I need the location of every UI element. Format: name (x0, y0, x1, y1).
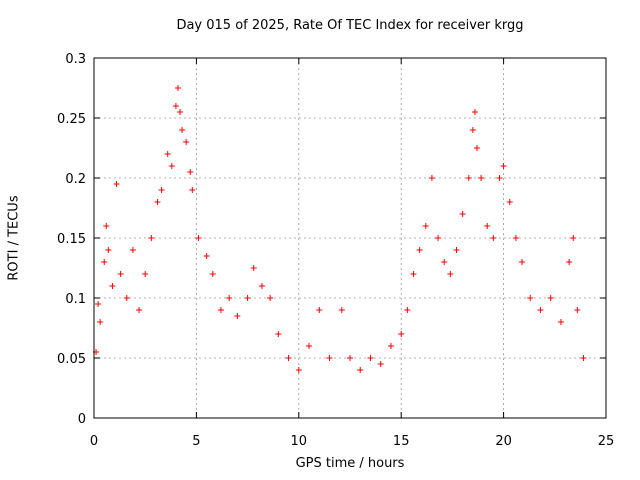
data-point (484, 223, 491, 229)
data-point (183, 139, 190, 145)
data-point (158, 187, 165, 193)
data-point (506, 199, 513, 205)
data-point (537, 307, 544, 313)
data-point (478, 175, 485, 181)
data-point (217, 307, 224, 313)
y-tick-label: 0.2 (65, 172, 86, 187)
y-tick-label: 0 (78, 412, 86, 427)
data-point (441, 259, 448, 265)
data-point (471, 109, 478, 115)
data-point (250, 265, 257, 271)
data-point (187, 169, 194, 175)
grid-lines (94, 58, 606, 418)
data-point (422, 223, 429, 229)
data-point (316, 307, 323, 313)
data-point (469, 127, 476, 133)
data-point (285, 355, 292, 361)
data-point (428, 175, 435, 181)
y-tick-label: 0.05 (57, 352, 86, 367)
data-point (105, 247, 112, 253)
y-tick-label: 0.3 (65, 52, 86, 67)
data-point (580, 355, 587, 361)
data-point (203, 253, 210, 259)
data-point (435, 235, 442, 241)
x-tick-label: 15 (393, 434, 410, 449)
data-point (453, 247, 460, 253)
data-point (465, 175, 472, 181)
data-point (117, 271, 124, 277)
data-point (306, 343, 313, 349)
data-point (101, 259, 108, 265)
data-point (142, 271, 149, 277)
data-point (357, 367, 364, 373)
data-point (490, 235, 497, 241)
data-point (574, 307, 581, 313)
data-point (496, 175, 503, 181)
data-point (195, 235, 202, 241)
data-point (404, 307, 411, 313)
data-point (154, 199, 161, 205)
x-tick-label: 0 (90, 434, 98, 449)
data-point (148, 235, 155, 241)
data-point (377, 361, 384, 367)
data-point (109, 283, 116, 289)
data-point (527, 295, 534, 301)
data-point (164, 151, 171, 157)
y-tick-label: 0.25 (57, 112, 86, 127)
data-point (123, 295, 130, 301)
data-point (547, 295, 554, 301)
data-point (226, 295, 233, 301)
data-markers (93, 85, 587, 373)
data-point (234, 313, 241, 319)
x-tick-label: 5 (192, 434, 200, 449)
data-point (179, 127, 186, 133)
data-point (244, 295, 251, 301)
data-point (267, 295, 274, 301)
data-point (500, 163, 507, 169)
data-point (177, 109, 184, 115)
axis-ticks: 0 5 10 15 20 25 0 0.05 0.1 0.15 0.2 0.25 0.3 (57, 52, 614, 449)
data-point (347, 355, 353, 361)
data-point (566, 259, 573, 265)
data-point (113, 181, 120, 187)
data-point (512, 235, 519, 241)
data-point (326, 355, 333, 361)
data-point (172, 103, 179, 109)
data-point (129, 247, 136, 253)
x-tick-label: 25 (598, 434, 615, 449)
data-point (136, 307, 143, 313)
data-point (473, 145, 480, 151)
data-point (557, 319, 564, 325)
x-axis-label: GPS time / hours (295, 456, 405, 471)
data-point (258, 283, 265, 289)
x-tick-label: 10 (291, 434, 308, 449)
data-point (295, 367, 302, 373)
x-tick-label: 20 (495, 434, 512, 449)
chart-title: Day 015 of 2025, Rate Of TEC Index for r… (176, 18, 524, 33)
data-point (570, 235, 577, 241)
data-point (275, 331, 282, 337)
data-point (97, 319, 104, 325)
data-point (410, 271, 417, 277)
data-point (338, 307, 345, 313)
data-point (103, 223, 110, 229)
data-point (174, 85, 181, 91)
data-point (447, 271, 454, 277)
y-tick-label: 0.1 (65, 292, 86, 307)
data-point (398, 331, 405, 337)
data-point (189, 187, 196, 193)
data-point (367, 355, 374, 361)
data-point (168, 163, 175, 169)
y-tick-label: 0.15 (57, 232, 86, 247)
data-point (519, 259, 526, 265)
data-point (209, 271, 216, 277)
data-point (416, 247, 423, 253)
data-point (95, 301, 102, 307)
data-point (387, 343, 394, 349)
data-point (459, 211, 466, 217)
